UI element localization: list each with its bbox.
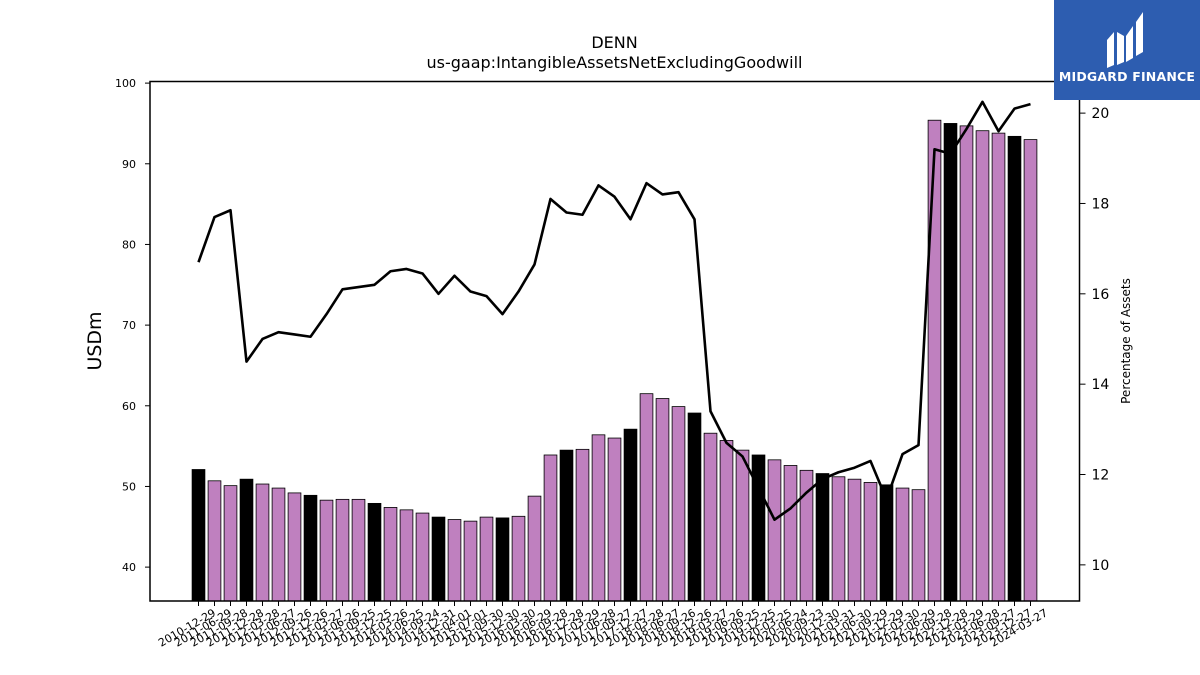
brand-logo: MIDGARD FINANCE [1054,0,1200,100]
bar [335,498,350,602]
bar [863,482,878,602]
bar [703,432,718,602]
bar [399,509,414,602]
bar [383,507,398,602]
y2-tick-label: 10 [1092,558,1110,574]
y-right-axis: 10 12 14 16 18 20 [1079,106,1110,574]
bar [895,487,910,602]
bar-year-end [191,469,206,602]
y2-tick-label: 14 [1092,377,1110,393]
y-axis-label: USDm [84,311,106,370]
y-tick-label: 100 [115,77,136,90]
y-tick-label: 70 [122,319,136,332]
bar [607,437,622,602]
bar [415,512,430,602]
bar [847,478,862,602]
bar-year-end [559,449,574,602]
bar [719,440,734,602]
bar [1023,139,1038,602]
bar [527,495,542,602]
bar [975,130,990,602]
y2-tick-label: 12 [1092,468,1110,484]
y-tick-label: 40 [122,561,136,574]
bars [191,119,1038,602]
y-left-axis: 40 50 60 70 80 90 100 [115,77,150,574]
logo-mark-icon [1107,12,1143,68]
bar-year-end [1007,135,1022,602]
y2-tick-label: 16 [1092,287,1110,303]
chart-subtitle: us-gaap:IntangibleAssetsNetExcludingGood… [427,53,803,72]
percentage-line [197,100,1031,521]
bar [639,393,654,602]
bar [255,483,270,602]
bar [575,448,590,602]
bar-year-end [815,473,830,602]
bar-year-end [367,502,382,602]
chart-title: DENN [591,33,637,52]
bar [655,398,670,602]
bar [207,480,222,602]
bar [991,132,1006,602]
bar [463,520,478,602]
bar [671,406,686,602]
bar [351,498,366,602]
bar [543,454,558,602]
bar [735,449,750,602]
bar [927,119,942,602]
bar [287,492,302,602]
bar [271,487,286,602]
line-layer [197,100,1031,521]
y2-tick-label: 20 [1092,106,1110,122]
bar [767,459,782,602]
bar-year-end [687,412,702,602]
brand-name: MIDGARD FINANCE [1058,69,1196,84]
x-axis: 2010-12-292011-06-292011-09-282011-12-28… [156,601,1050,650]
bar [783,465,798,602]
y-tick-label: 50 [122,480,136,493]
bar [831,476,846,602]
bar-year-end [431,516,446,602]
bar-year-end [623,428,638,602]
y-tick-label: 60 [122,400,136,413]
y2-tick-label: 18 [1092,196,1110,212]
bar-year-end [303,494,318,602]
y-tick-label: 80 [122,238,136,251]
bar-year-end [495,517,510,602]
bar-year-end [943,123,958,602]
bar-year-end [879,484,894,602]
y-tick-label: 90 [122,158,136,171]
bar [223,485,238,602]
bar [591,434,606,602]
bar-year-end [239,478,254,602]
bar [959,125,974,602]
bar [319,499,334,602]
bar [511,515,526,602]
bar [479,516,494,602]
y2-axis-label: Percentage of Assets [1119,278,1133,404]
bar [447,519,462,602]
bar [911,489,926,602]
